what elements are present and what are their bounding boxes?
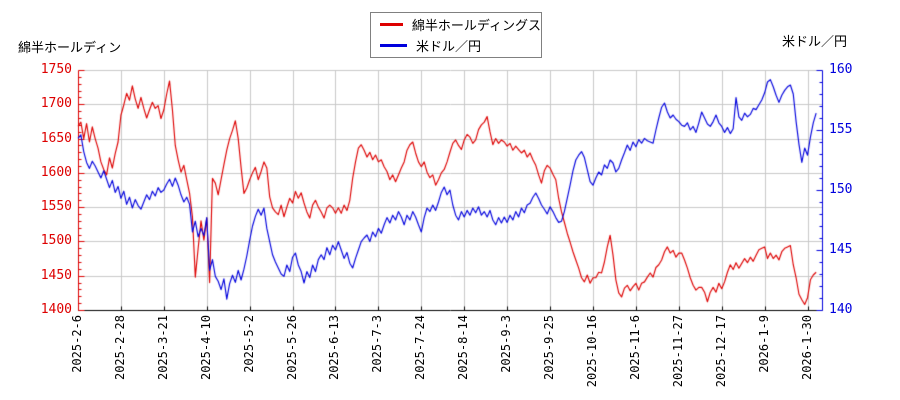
legend-label-usdjpy: 米ドル／円 [416, 39, 482, 54]
right-axis-title: 米ドル／円 [782, 34, 848, 49]
legend-item: 米ドル／円 [380, 36, 541, 55]
legend: 綿半ホールディングス 米ドル／円 [370, 12, 542, 58]
left-axis-title: 綿半ホールディン [18, 40, 122, 55]
red-line-swatch-icon [380, 23, 403, 26]
blue-line-swatch-icon [380, 44, 407, 47]
legend-item: 綿半ホールディングス [380, 15, 541, 34]
legend-label-stock: 綿半ホールディングス [411, 18, 541, 33]
